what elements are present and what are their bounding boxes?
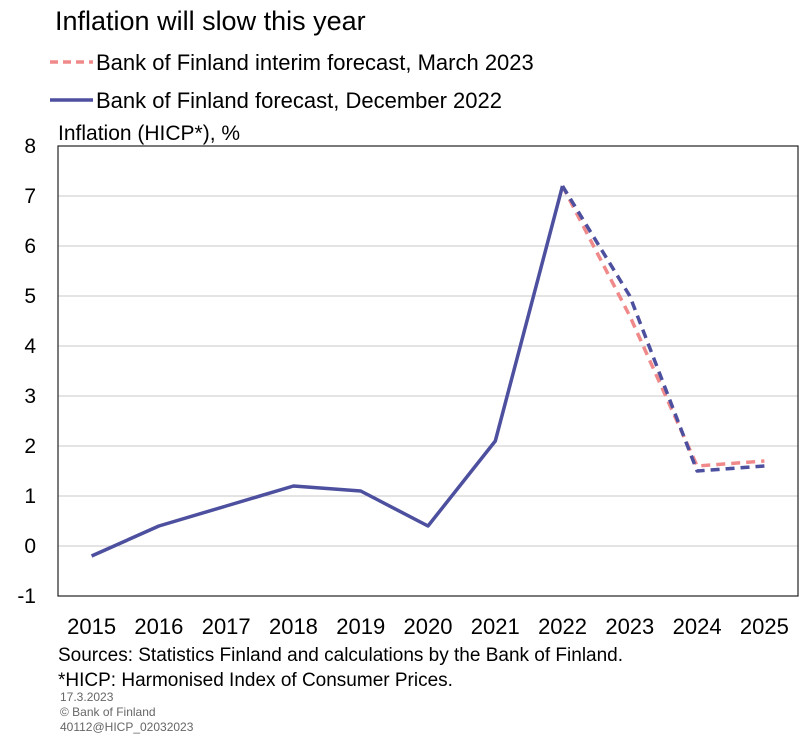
gridlines	[58, 195, 798, 547]
y-axis-label: Inflation (HICP*), %	[58, 122, 240, 145]
copyright-note: © Bank of Finland	[60, 705, 156, 719]
series-december-2022-forecast	[561, 185, 765, 473]
series-december-2022-history	[90, 185, 565, 558]
legend: Bank of Finland interim forecast, March …	[50, 50, 534, 113]
series-layer	[90, 185, 765, 558]
x-tick-label: 2020	[404, 614, 453, 639]
y-tick-label: 0	[24, 535, 36, 558]
y-tick-label: 6	[24, 235, 36, 258]
sources-note: Sources: Statistics Finland and calculat…	[58, 645, 623, 666]
chart-title: Inflation will slow this year	[55, 6, 366, 36]
y-tick-label: 2	[24, 435, 36, 458]
y-tick-label: 1	[24, 485, 36, 508]
chart-code: 40112@HICP_02032023	[60, 720, 194, 734]
y-tick-label: -1	[17, 585, 36, 608]
y-tick-label: 8	[24, 135, 36, 158]
x-tick-label: 2024	[673, 614, 722, 639]
x-tick-label: 2015	[67, 614, 116, 639]
y-axis-ticks: -1 0 1 2 3 4 5 6 7 8	[17, 135, 36, 608]
plot-frame	[57, 145, 799, 597]
x-tick-label: 2025	[740, 614, 789, 639]
y-tick-label: 3	[24, 385, 36, 408]
y-tick-label: 7	[24, 185, 36, 208]
x-tick-label: 2018	[269, 614, 318, 639]
x-axis-ticks: 2015 2016 2017 2018 2019 2020 2021 2022 2023 2024…	[67, 614, 789, 639]
y-tick-label: 4	[24, 335, 36, 358]
x-tick-label: 2023	[605, 614, 654, 639]
legend-label-december: Bank of Finland forecast, December 2022	[96, 88, 502, 113]
x-tick-label: 2021	[471, 614, 520, 639]
date-stamp: 17.3.2023	[60, 690, 114, 704]
y-tick-label: 5	[24, 285, 36, 308]
x-tick-label: 2019	[336, 614, 385, 639]
hicp-note: *HICP: Harmonised Index of Consumer Pric…	[58, 670, 453, 691]
x-tick-label: 2017	[202, 614, 251, 639]
x-tick-label: 2022	[538, 614, 587, 639]
series-interim-march-2023-forecast	[560, 185, 765, 468]
x-tick-label: 2016	[134, 614, 183, 639]
legend-label-interim: Bank of Finland interim forecast, March …	[96, 50, 534, 75]
